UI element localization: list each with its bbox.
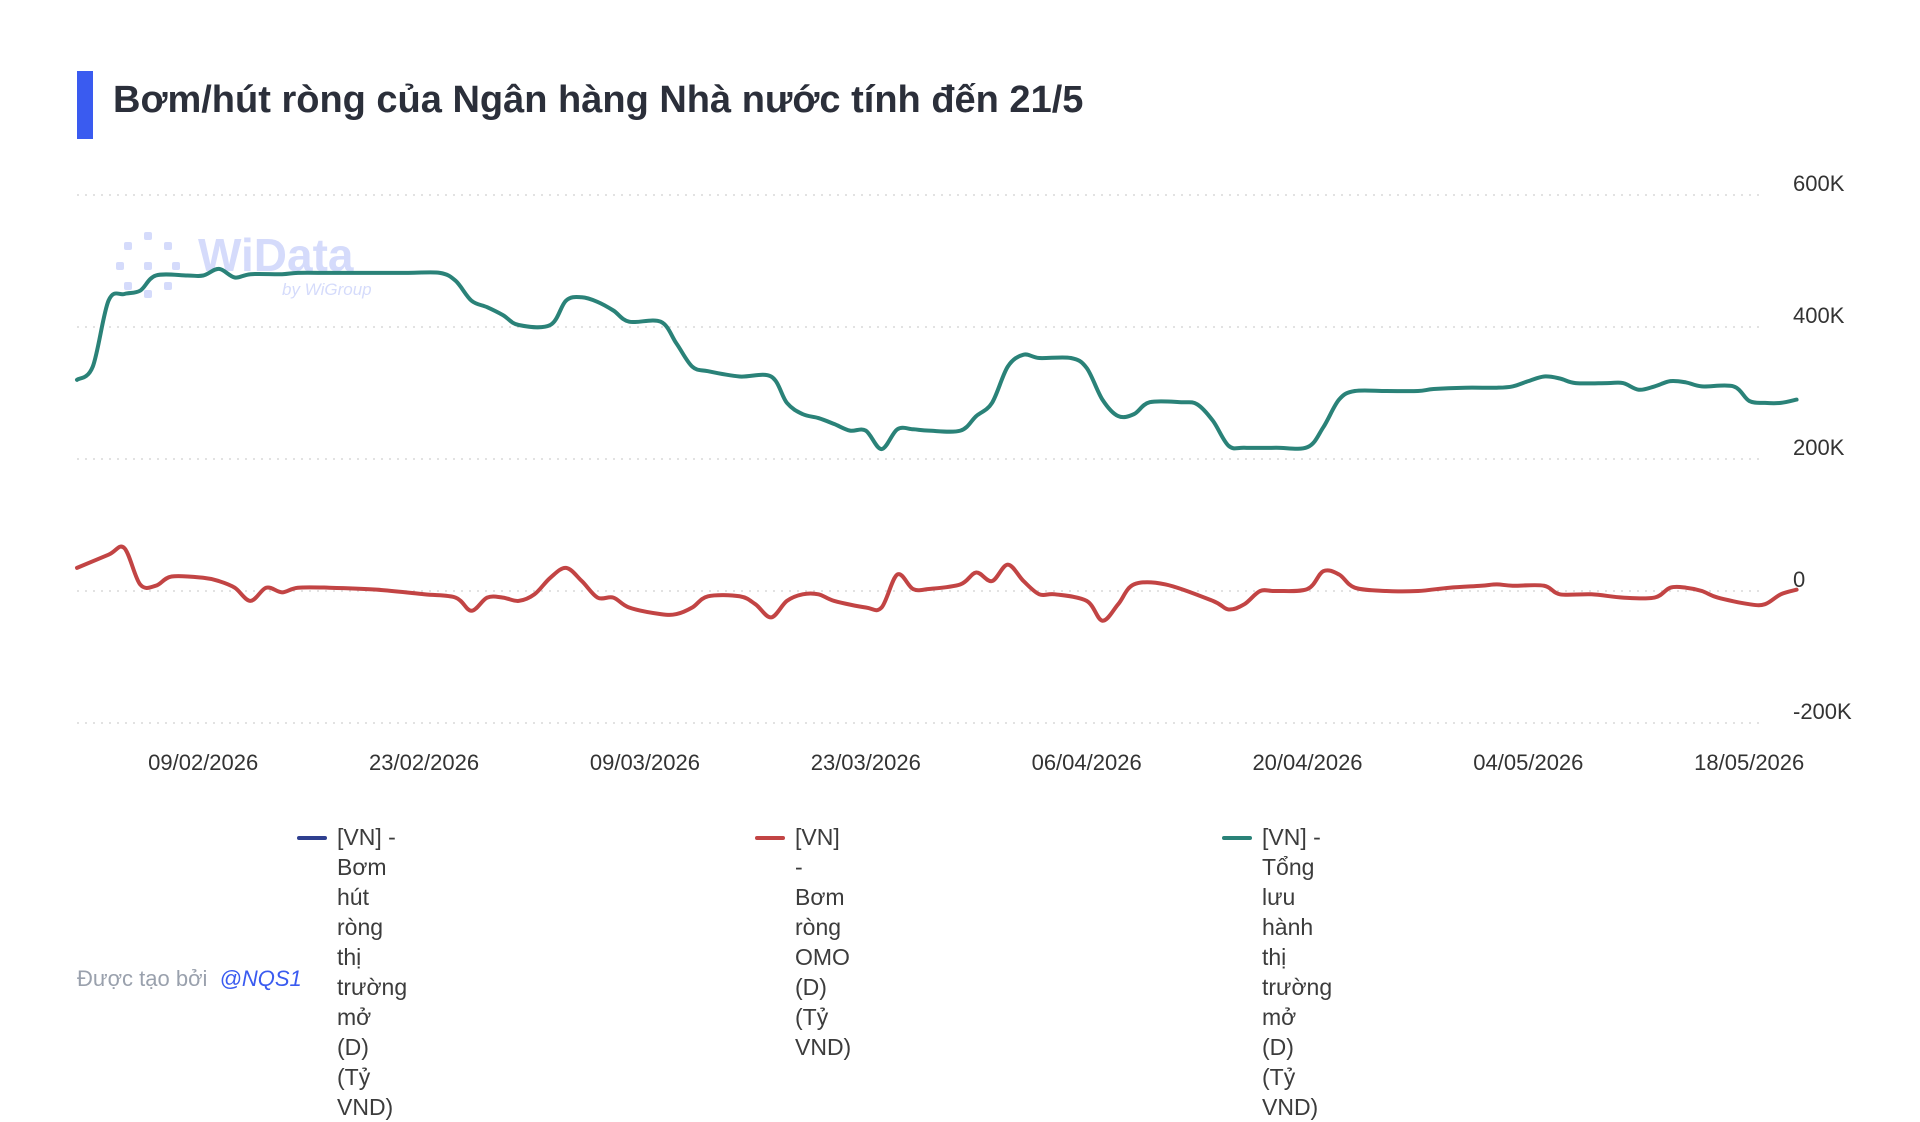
series-line-1 — [75, 544, 1799, 623]
chart-title: Bơm/hút ròng của Ngân hàng Nhà nước tính… — [113, 79, 1084, 121]
x-tick-label: 20/04/2026 — [1252, 750, 1362, 775]
legend-swatch-teal — [1222, 836, 1252, 840]
legend-label-outstanding: [VN] - Tổng lưu hành thị trường mở (D) (… — [1262, 824, 1333, 1120]
footer-author-link[interactable]: @NQS1 — [219, 966, 302, 991]
x-tick-label: 18/05/2026 — [1694, 750, 1804, 775]
y-tick-label: 600K — [1793, 171, 1845, 196]
legend-label-omo: [VN] - Bơm ròng OMO (D) (Tỷ VND) — [795, 824, 852, 1060]
series-line-2 — [75, 266, 1799, 452]
line-chart: 600K 400K 200K 0 -200K 09/02/2026 23/02/2026 09… — [75, 171, 1852, 775]
y-tick-label: 200K — [1793, 435, 1845, 460]
legend: [VN] - Bơm hút ròng thị trường mở (D) (T… — [0, 822, 1920, 1120]
widata-logo-icon — [116, 232, 180, 298]
x-tick-label: 06/04/2026 — [1032, 750, 1142, 775]
legend-label-net-open-market: [VN] - Bơm hút ròng thị trường mở (D) (T… — [337, 824, 408, 1120]
x-tick-label: 23/02/2026 — [369, 750, 479, 775]
legend-swatch-red — [755, 836, 785, 840]
footer-label: Được tạo bởi — [77, 966, 208, 991]
x-tick-label: 04/05/2026 — [1473, 750, 1583, 775]
y-tick-label: 0 — [1793, 567, 1805, 592]
y-tick-label: -200K — [1793, 699, 1852, 724]
x-tick-label: 09/03/2026 — [590, 750, 700, 775]
watermark-sub: by WiGroup — [282, 280, 372, 299]
x-tick-label: 09/02/2026 — [148, 750, 258, 775]
y-tick-label: 400K — [1793, 303, 1845, 328]
title-accent-bar — [77, 71, 93, 139]
x-tick-label: 23/03/2026 — [811, 750, 921, 775]
legend-swatch-blue — [297, 836, 327, 840]
footer: Được tạo bởi @NQS1 — [77, 966, 302, 992]
